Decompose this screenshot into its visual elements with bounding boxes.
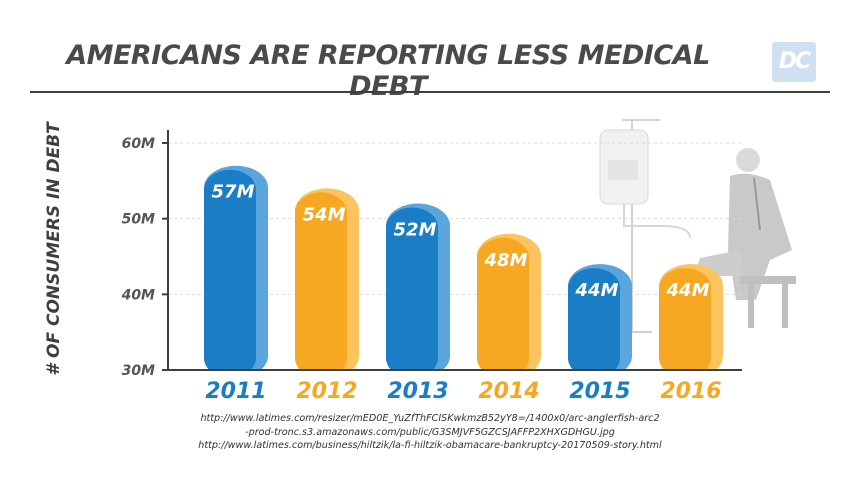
data-label: 48M [484, 250, 528, 271]
bar-fill [477, 237, 529, 378]
bar-fill [659, 268, 711, 378]
bar-base-mask [385, 370, 451, 380]
source-line: http://www.latimes.com/resizer/mED0E_YuZ… [200, 413, 660, 424]
x-tick-label: 2012 [296, 379, 357, 404]
bar-2016 [658, 264, 724, 380]
bar-base-mask [567, 370, 633, 380]
bar-2013 [385, 203, 451, 380]
x-tick-label: 2016 [660, 379, 721, 404]
x-tick-label: 2014 [478, 379, 539, 404]
x-tick-label: 2015 [569, 379, 630, 404]
x-tick-label: 2013 [387, 379, 448, 404]
data-label: 44M [666, 280, 710, 301]
source-line: -prod-tronc.s3.amazonaws.com/public/G3SM… [245, 426, 615, 438]
x-tick-label: 2011 [205, 379, 266, 404]
data-label: 54M [303, 204, 346, 225]
source-line: http://www.latimes.com/business/hiltzik/… [198, 440, 662, 451]
bar-base-mask [203, 370, 269, 380]
bar-2015 [567, 264, 633, 380]
data-label: 52M [394, 220, 437, 241]
y-tick-label: 30M [122, 363, 155, 379]
bar-base-mask [476, 370, 542, 380]
y-tick-label: 60M [122, 136, 155, 152]
bar-fill [295, 192, 347, 378]
bar-2014 [476, 233, 542, 380]
y-tick-label: 40M [121, 287, 155, 303]
bar-base-mask [658, 370, 724, 380]
bar-fill [568, 268, 620, 378]
bar-fill [386, 207, 438, 378]
bar-base-mask [294, 370, 360, 380]
bar-2011 [203, 165, 269, 380]
title-divider [30, 91, 830, 93]
y-tick-label: 50M [122, 212, 155, 228]
source-citation: http://www.latimes.com/resizer/mED0E_YuZ… [150, 412, 710, 453]
data-label: 57M [212, 182, 255, 203]
page-title: AMERICANS ARE REPORTING LESS MEDICAL DEB… [66, 40, 710, 102]
patient-illustration [599, 119, 796, 333]
data-label: 44M [575, 280, 619, 301]
bar-fill [204, 169, 256, 378]
brand-logo: DC [772, 42, 816, 82]
bar-2012 [294, 188, 360, 380]
